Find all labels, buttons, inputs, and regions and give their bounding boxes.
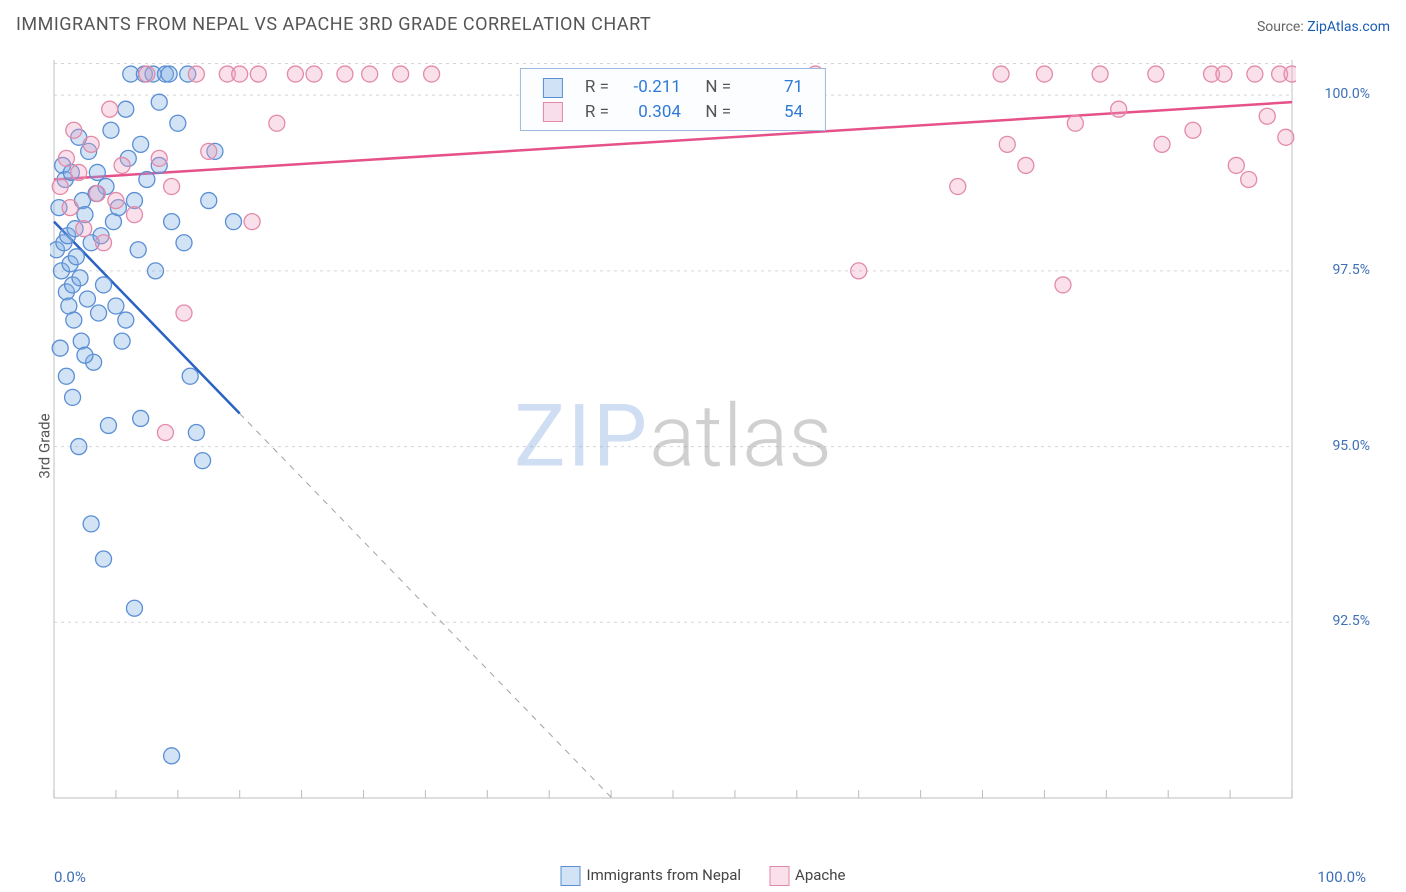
swatch-apache [543,102,563,122]
stats-row-nepal: R =-0.211 N =71 [535,75,811,100]
y-tick-label: 97.5% [1300,262,1370,278]
x-axis-max-label: 100.0% [1317,868,1366,886]
y-tick-label: 95.0% [1300,438,1370,454]
plot-area: ZIPatlas R =-0.211 N =71 R =0.304 N =54 … [50,56,1296,816]
y-tick-label: 100.0% [1300,86,1370,102]
legend-item-apache: Apache [769,866,845,886]
chart-title: IMMIGRANTS FROM NEPAL VS APACHE 3RD GRAD… [16,14,651,35]
chart-container: IMMIGRANTS FROM NEPAL VS APACHE 3RD GRAD… [0,0,1406,892]
series-legend: Immigrants from Nepal Apache [561,866,846,886]
legend-item-nepal: Immigrants from Nepal [561,866,742,886]
source-link[interactable]: ZipAtlas.com [1307,19,1390,35]
source-label: Source: ZipAtlas.com [1257,19,1390,35]
chart-svg [50,56,1296,816]
stats-row-apache: R =0.304 N =54 [535,100,811,125]
y-tick-label: 92.5% [1300,613,1370,629]
title-row: IMMIGRANTS FROM NEPAL VS APACHE 3RD GRAD… [16,14,1390,35]
legend-swatch-apache [769,866,789,886]
swatch-nepal [543,78,563,98]
stats-legend: R =-0.211 N =71 R =0.304 N =54 [520,68,826,131]
x-axis-min-label: 0.0% [54,868,86,886]
legend-swatch-nepal [561,866,581,886]
